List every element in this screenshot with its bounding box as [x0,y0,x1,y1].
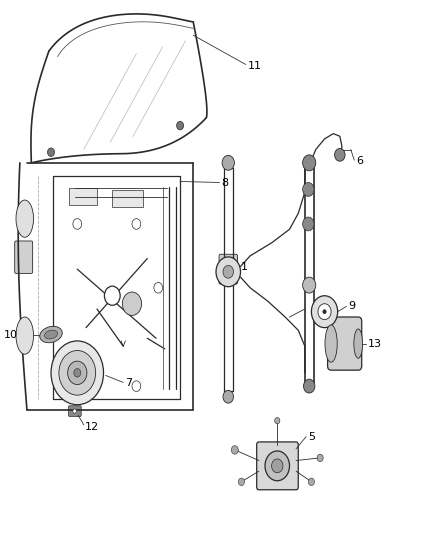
FancyBboxPatch shape [219,254,237,284]
Circle shape [302,155,315,171]
Circle shape [302,277,315,293]
Circle shape [59,351,95,395]
Circle shape [334,149,344,161]
Ellipse shape [40,326,62,343]
Circle shape [311,296,337,328]
Text: 6: 6 [355,156,362,166]
Circle shape [303,379,314,393]
Text: 11: 11 [247,61,261,70]
FancyBboxPatch shape [256,442,297,490]
Circle shape [317,304,330,320]
Circle shape [302,182,313,196]
Circle shape [176,122,183,130]
Ellipse shape [324,325,336,362]
FancyBboxPatch shape [68,406,81,416]
Circle shape [322,310,325,314]
Circle shape [271,459,283,473]
Circle shape [74,368,81,377]
Circle shape [132,219,141,229]
Text: 9: 9 [348,301,355,311]
Ellipse shape [16,200,33,237]
Circle shape [238,478,244,486]
Text: 5: 5 [307,432,314,442]
Circle shape [223,390,233,403]
Circle shape [73,409,76,413]
Circle shape [132,381,141,391]
Circle shape [231,446,238,454]
Circle shape [153,282,162,293]
Bar [68,188,97,205]
Text: 7: 7 [125,378,132,389]
Circle shape [215,257,240,287]
Circle shape [104,286,120,305]
Circle shape [51,341,103,405]
Circle shape [67,361,87,384]
Circle shape [302,217,313,231]
Circle shape [307,478,314,486]
Circle shape [274,417,279,424]
Circle shape [223,265,233,278]
Circle shape [222,156,234,170]
Circle shape [265,451,289,481]
Circle shape [73,381,81,391]
Circle shape [122,292,141,316]
Text: 8: 8 [221,177,228,188]
Text: 12: 12 [85,422,99,432]
Circle shape [47,148,54,157]
Ellipse shape [353,329,362,358]
Text: 13: 13 [367,338,381,349]
Circle shape [316,454,322,462]
Bar [112,190,143,207]
Circle shape [73,219,81,229]
FancyBboxPatch shape [327,317,361,370]
Text: 10: 10 [4,329,18,340]
FancyBboxPatch shape [14,241,32,273]
Ellipse shape [44,330,57,339]
Text: 1: 1 [240,262,247,271]
Ellipse shape [16,317,33,354]
